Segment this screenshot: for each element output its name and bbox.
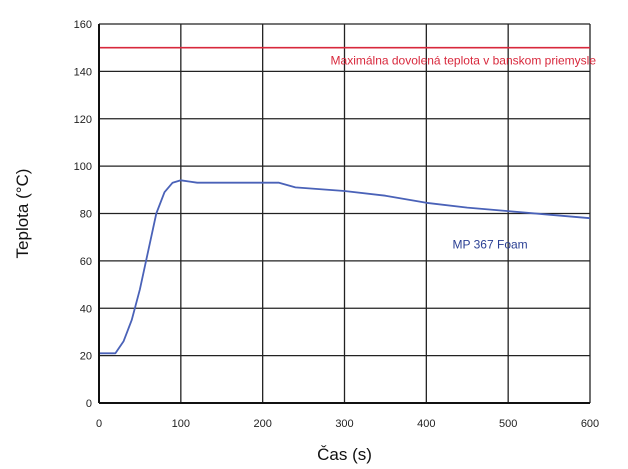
x-tick-label-600: 600 bbox=[581, 418, 599, 430]
y-tick-label-120: 120 bbox=[74, 114, 92, 126]
y-tick-label-80: 80 bbox=[80, 209, 92, 221]
y-tick-label-0: 0 bbox=[86, 398, 92, 410]
y-tick-label-140: 140 bbox=[74, 66, 92, 78]
y-axis-title: Teplota (°C) bbox=[13, 169, 32, 259]
y-tick-labels: 0 20 40 60 80 100 120 140 160 bbox=[74, 19, 92, 410]
x-axis-title: Čas (s) bbox=[317, 445, 372, 464]
y-tick-label-40: 40 bbox=[80, 303, 92, 315]
series-group: MP 367 Foam bbox=[99, 179, 591, 355]
y-tick-label-100: 100 bbox=[74, 161, 92, 173]
x-tick-label-0: 0 bbox=[96, 418, 102, 430]
x-tick-label-300: 300 bbox=[335, 418, 353, 430]
reference-line-group: Maximálna dovolená teplota v banskom pri… bbox=[99, 46, 597, 68]
y-tick-label-160: 160 bbox=[74, 19, 92, 31]
x-tick-labels: 0 100 200 300 400 500 600 bbox=[96, 418, 599, 430]
x-tick-label-400: 400 bbox=[417, 418, 435, 430]
axes bbox=[98, 24, 590, 404]
x-tick-label-500: 500 bbox=[499, 418, 517, 430]
y-tick-label-60: 60 bbox=[80, 256, 92, 268]
series-label-mp-367-foam: MP 367 Foam bbox=[453, 237, 528, 251]
max-temperature-label: Maximálna dovolená teplota v banskom pri… bbox=[331, 54, 597, 68]
x-tick-label-100: 100 bbox=[172, 418, 190, 430]
series-line-mp-367-foam bbox=[99, 179, 591, 355]
grid bbox=[98, 23, 591, 404]
y-tick-label-20: 20 bbox=[80, 351, 92, 363]
x-tick-label-200: 200 bbox=[253, 418, 271, 430]
